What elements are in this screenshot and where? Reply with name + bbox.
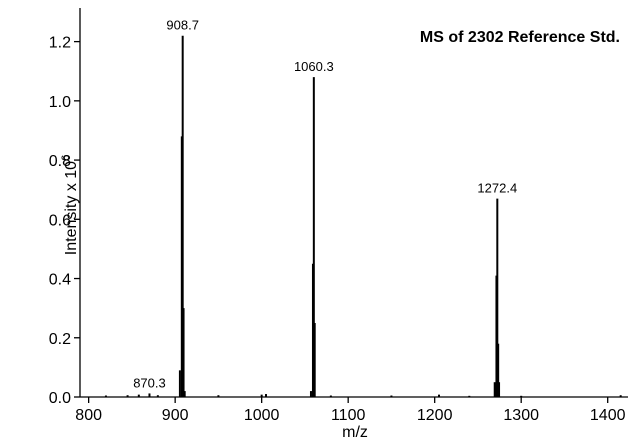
x-tick-label: 1100 [331, 407, 366, 424]
y-axis-label-exponent: 6 [60, 155, 72, 161]
x-tick-label: 1400 [590, 407, 626, 424]
y-tick-label: 0.4 [49, 272, 71, 289]
y-tick-label: 1.0 [49, 94, 71, 111]
y-tick-label: 0.6 [49, 212, 71, 229]
y-tick-label: 0.2 [49, 331, 71, 348]
x-tick-label: 900 [162, 407, 189, 424]
y-tick-label: 0.8 [49, 153, 71, 170]
chart-title: MS of 2302 Reference Std. [420, 29, 620, 46]
peak-label: 908.7 [166, 18, 199, 33]
y-tick-label: 0.0 [49, 390, 71, 407]
y-axis-label: Intensity x 106 [60, 155, 80, 255]
y-axis-label-base: Intensity x 10 [63, 161, 80, 255]
peak-label: 1060.3 [294, 59, 334, 74]
x-tick-label: 800 [75, 407, 102, 424]
x-tick-label: 1200 [417, 407, 453, 424]
peak-label: 870.3 [133, 375, 166, 390]
x-tick-label: 1000 [244, 407, 280, 424]
y-tick-label: 1.2 [49, 35, 71, 52]
peak-label: 1272.4 [477, 181, 517, 196]
x-axis-label: m/z [342, 424, 368, 441]
x-tick-label: 1300 [503, 407, 539, 424]
